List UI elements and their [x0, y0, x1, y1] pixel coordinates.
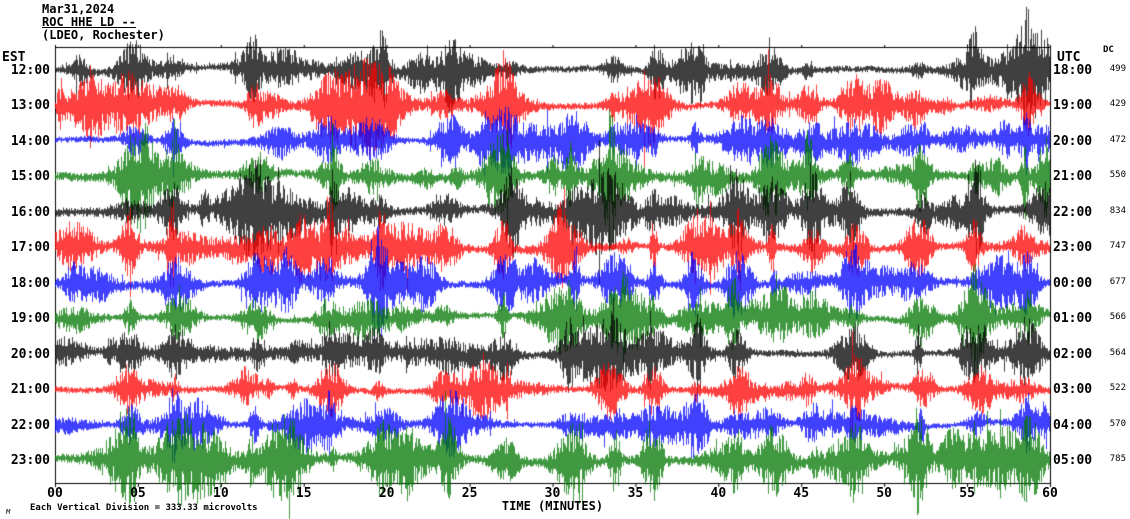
utc-time-label: 22:00	[1053, 204, 1093, 220]
est-time-label: 17:00	[10, 240, 50, 256]
dc-value: 550	[1109, 170, 1126, 181]
utc-time-label: 21:00	[1053, 169, 1093, 185]
x-tick-label: 55	[959, 486, 975, 501]
dc-value: 834	[1109, 205, 1126, 216]
scale-note: Each Vertical Division = 333.33 microvol…	[30, 503, 258, 513]
utc-time-label: 20:00	[1053, 133, 1093, 149]
x-tick-label: 05	[130, 486, 146, 501]
dc-value: 785	[1109, 454, 1126, 464]
est-time-label: 15:00	[10, 169, 50, 185]
utc-time-label: 04:00	[1053, 417, 1093, 433]
dc-value: 472	[1109, 134, 1126, 145]
est-time-label: 23:00	[10, 453, 50, 468]
x-tick-label: 40	[710, 486, 727, 501]
x-tick-label: 20	[378, 486, 395, 501]
utc-time-label: 23:00	[1053, 240, 1093, 256]
est-time-label: 16:00	[10, 204, 50, 220]
header-station: ROC HHE LD --	[42, 15, 136, 29]
utc-time-label: 02:00	[1053, 346, 1093, 362]
est-time-label: 12:00	[10, 63, 50, 78]
est-time-label: 13:00	[10, 98, 50, 114]
utc-time-label: 03:00	[1053, 382, 1093, 398]
x-tick-label: 25	[461, 486, 478, 501]
dc-value: 429	[1109, 99, 1126, 110]
dc-value: 499	[1109, 64, 1126, 74]
utc-time-label: 19:00	[1053, 98, 1093, 114]
est-time-label: 19:00	[10, 311, 50, 327]
x-tick-label: 00	[47, 486, 63, 501]
utc-time-label: 18:00	[1053, 63, 1093, 78]
dc-value: 566	[1109, 312, 1126, 323]
dc-value: 677	[1109, 276, 1126, 287]
x-axis-title: TIME (MINUTES)	[501, 499, 604, 513]
dc-value: 747	[1109, 241, 1126, 252]
utc-time-label: 01:00	[1053, 311, 1093, 327]
x-tick-label: 60	[1042, 486, 1058, 501]
dc-value: 570	[1109, 418, 1126, 429]
dc-value: 522	[1109, 383, 1126, 394]
x-tick-label: 15	[295, 486, 312, 501]
x-tick-label: 45	[793, 486, 810, 501]
dc-axis-label: DC	[1103, 45, 1114, 55]
est-time-label: 22:00	[10, 417, 50, 433]
x-tick-label: 30	[544, 486, 561, 501]
est-time-label: 18:00	[10, 275, 50, 291]
x-tick-label: 10	[213, 486, 229, 501]
utc-axis-label: UTC	[1057, 50, 1081, 65]
est-time-label: 14:00	[10, 133, 50, 149]
utc-time-label: 05:00	[1053, 453, 1093, 468]
header-date: Mar31,2024	[42, 2, 115, 16]
est-time-label: 20:00	[10, 346, 50, 362]
header: Mar31,2024 ROC HHE LD -- (LDEO, Rocheste…	[42, 3, 165, 42]
dc-value: 564	[1109, 347, 1126, 358]
utc-time-label: 00:00	[1053, 275, 1093, 291]
est-time-label: 21:00	[10, 382, 50, 398]
est-axis-label: EST	[2, 50, 26, 65]
x-tick-label: 35	[627, 486, 644, 501]
corner-mark: M	[6, 508, 11, 516]
header-location: (LDEO, Rochester)	[42, 28, 165, 42]
x-tick-label: 50	[876, 486, 892, 501]
